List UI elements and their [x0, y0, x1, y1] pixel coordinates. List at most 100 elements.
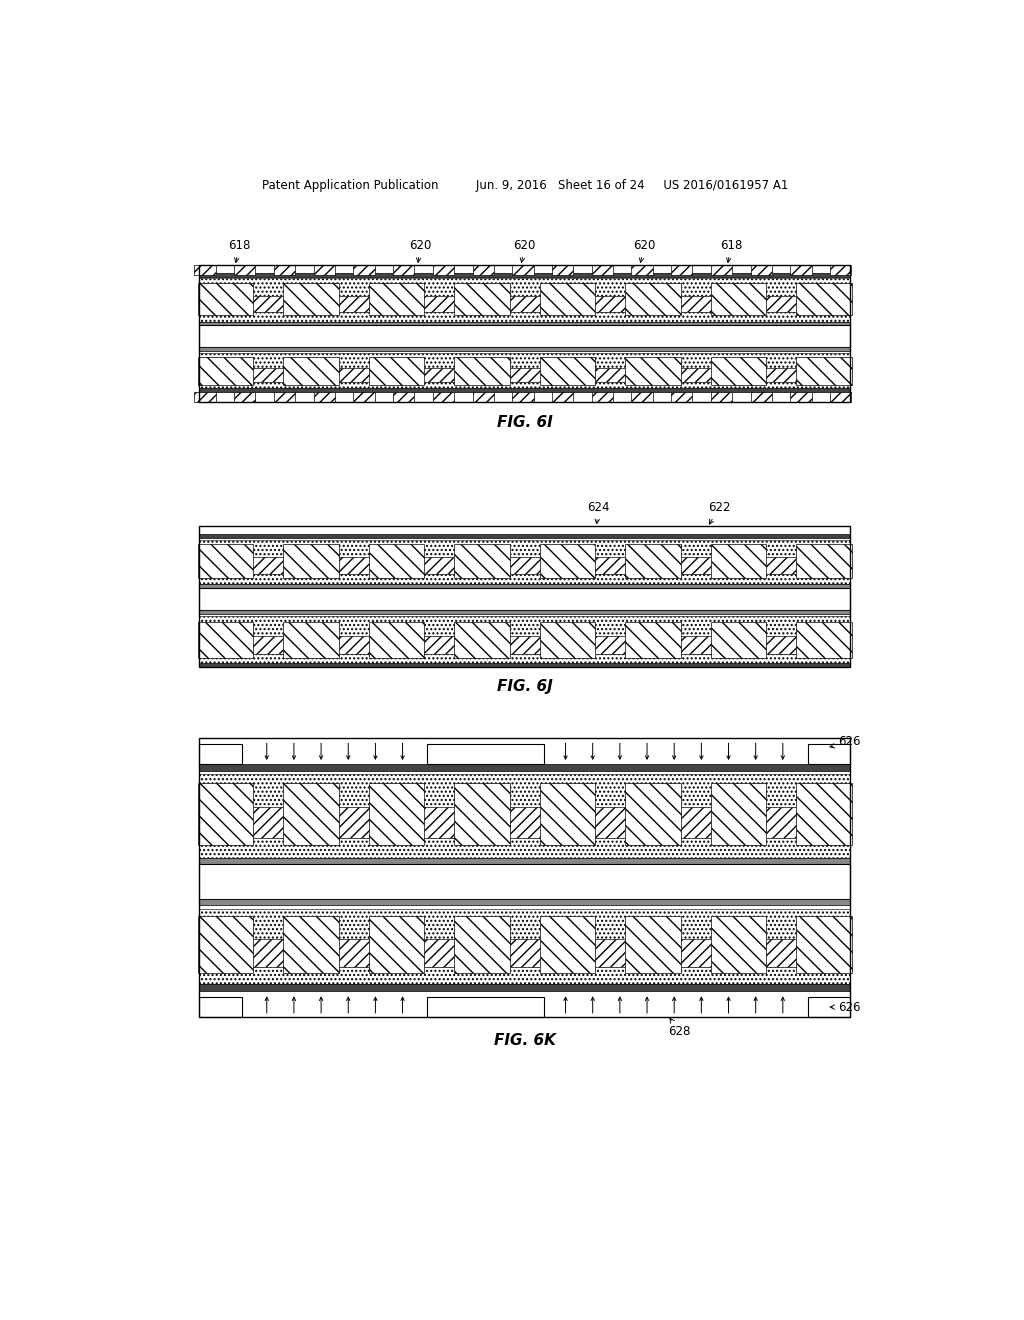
- Text: 624: 624: [588, 502, 610, 524]
- Bar: [830, 265, 851, 276]
- Bar: [200, 326, 850, 347]
- Bar: [711, 392, 732, 403]
- Bar: [626, 356, 681, 385]
- Bar: [284, 783, 339, 845]
- Bar: [198, 783, 253, 845]
- Bar: [284, 916, 339, 973]
- Bar: [626, 622, 681, 659]
- Bar: [711, 622, 766, 659]
- Bar: [200, 352, 850, 368]
- Bar: [200, 838, 850, 858]
- Bar: [393, 392, 415, 403]
- Bar: [512, 265, 534, 276]
- Text: 626: 626: [830, 1001, 861, 1014]
- Bar: [472, 392, 494, 403]
- Bar: [797, 916, 852, 973]
- Bar: [369, 544, 424, 578]
- Bar: [200, 273, 850, 277]
- Text: Patent Application Publication          Jun. 9, 2016   Sheet 16 of 24     US 201: Patent Application Publication Jun. 9, 2…: [261, 178, 788, 191]
- Bar: [200, 296, 850, 312]
- Text: 620: 620: [633, 239, 655, 263]
- Bar: [711, 282, 766, 315]
- Bar: [200, 279, 850, 296]
- Bar: [455, 282, 510, 315]
- Bar: [433, 265, 454, 276]
- Bar: [195, 265, 216, 276]
- Bar: [632, 392, 652, 403]
- Bar: [369, 356, 424, 385]
- Bar: [200, 610, 850, 614]
- Bar: [797, 783, 852, 845]
- Bar: [632, 265, 652, 276]
- Bar: [198, 282, 253, 315]
- Bar: [592, 265, 613, 276]
- Bar: [711, 783, 766, 845]
- Bar: [198, 544, 253, 578]
- Bar: [200, 998, 242, 1018]
- Bar: [200, 663, 850, 667]
- Bar: [284, 356, 339, 385]
- Text: FIG. 6K: FIG. 6K: [494, 1032, 556, 1048]
- Bar: [512, 392, 534, 403]
- Bar: [797, 356, 852, 385]
- Bar: [200, 616, 850, 636]
- Bar: [200, 585, 850, 587]
- Bar: [711, 544, 766, 578]
- Bar: [200, 540, 850, 557]
- Bar: [200, 347, 850, 351]
- Bar: [200, 557, 850, 574]
- Bar: [455, 356, 510, 385]
- Bar: [671, 392, 692, 403]
- Bar: [200, 388, 850, 392]
- Bar: [433, 392, 454, 403]
- Bar: [455, 916, 510, 973]
- Bar: [284, 282, 339, 315]
- Bar: [200, 968, 850, 985]
- Bar: [200, 738, 850, 1018]
- Bar: [552, 265, 573, 276]
- Bar: [273, 265, 295, 276]
- Bar: [198, 622, 253, 659]
- Bar: [200, 527, 850, 667]
- Bar: [200, 863, 850, 899]
- Bar: [540, 356, 595, 385]
- Bar: [540, 282, 595, 315]
- Bar: [273, 392, 295, 403]
- Bar: [200, 587, 850, 610]
- Text: 620: 620: [409, 239, 431, 263]
- Bar: [626, 282, 681, 315]
- Bar: [200, 807, 850, 838]
- Bar: [353, 265, 375, 276]
- Bar: [751, 265, 772, 276]
- Bar: [791, 392, 812, 403]
- Bar: [369, 282, 424, 315]
- Text: FIG. 6I: FIG. 6I: [497, 414, 553, 429]
- Bar: [369, 916, 424, 973]
- Bar: [540, 783, 595, 845]
- Bar: [200, 655, 850, 665]
- Text: 618: 618: [720, 239, 742, 263]
- Text: 620: 620: [514, 239, 536, 263]
- Bar: [797, 544, 852, 578]
- Bar: [427, 744, 545, 764]
- Bar: [200, 858, 850, 863]
- Bar: [711, 265, 732, 276]
- Text: 626: 626: [830, 735, 861, 748]
- Bar: [200, 636, 850, 655]
- Bar: [455, 622, 510, 659]
- Bar: [626, 544, 681, 578]
- Bar: [393, 265, 415, 276]
- Bar: [195, 392, 216, 403]
- Bar: [592, 392, 613, 403]
- Bar: [284, 622, 339, 659]
- Bar: [540, 622, 595, 659]
- Bar: [711, 356, 766, 385]
- Bar: [200, 908, 850, 939]
- Bar: [751, 392, 772, 403]
- Bar: [808, 998, 850, 1018]
- Bar: [200, 744, 242, 764]
- Text: FIG. 6J: FIG. 6J: [497, 678, 553, 694]
- Bar: [626, 783, 681, 845]
- Bar: [455, 544, 510, 578]
- Bar: [234, 265, 255, 276]
